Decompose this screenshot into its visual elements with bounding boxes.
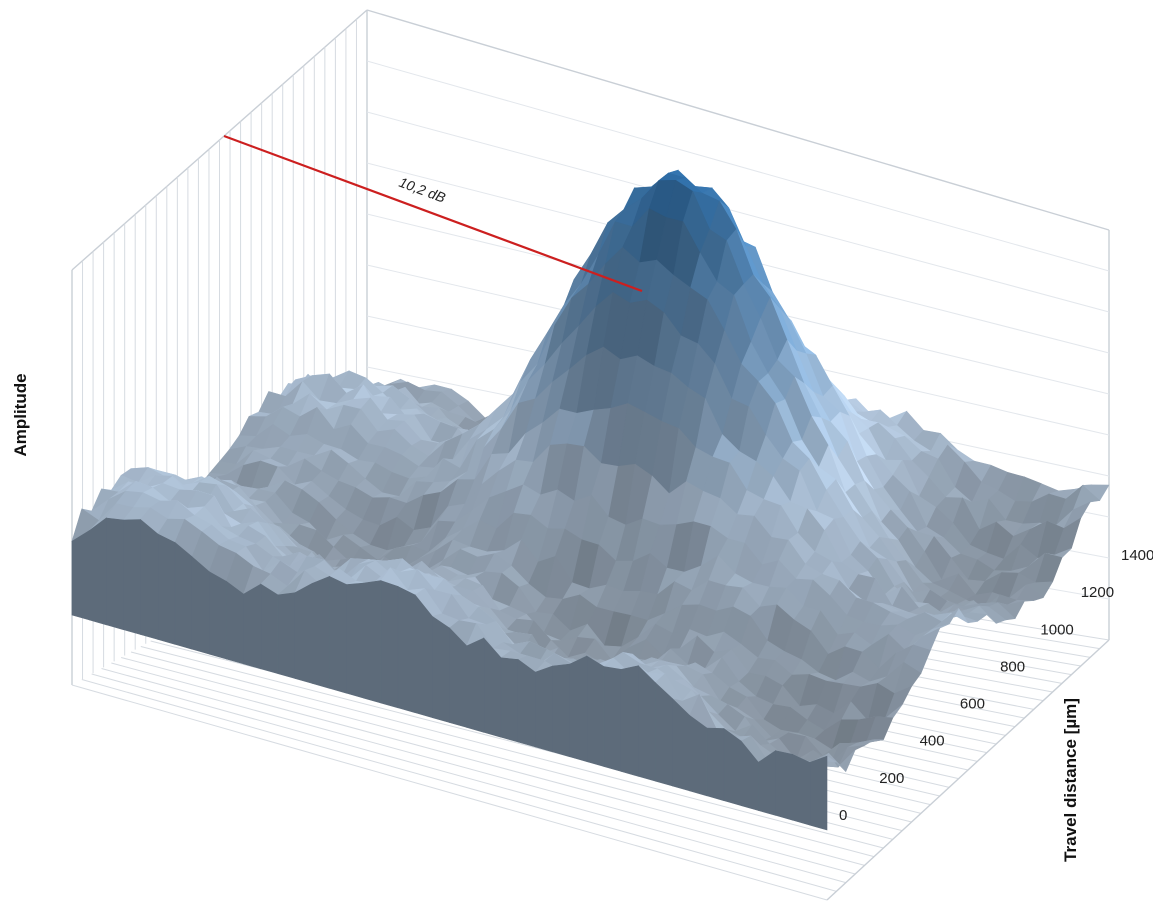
floor-gridline [71,684,828,901]
depth-tick-label: 0 [839,807,847,824]
depth-tick-label: 600 [960,696,985,713]
surface-front-skirt [157,533,176,645]
surface-front-skirt [226,580,244,665]
surface-front-skirt [243,583,262,670]
depth-tick-label: 200 [879,770,904,787]
surface-front-skirt [346,582,365,699]
surface-front-skirt [603,666,622,772]
surface-front-skirt [706,727,725,802]
surface-front-skirt [329,575,347,694]
surface-front-skirt [775,750,794,821]
surface-front-skirt [655,682,673,787]
back-wall-gridline [366,60,1110,272]
surface-front-skirt [311,575,330,689]
surface-front-skirt [586,655,605,767]
surface-front-skirt [260,583,279,674]
annotation-line [223,134,643,293]
annotation-label: 10,2 dB [397,174,448,206]
surface-front-skirt [758,750,776,816]
surface-plot [71,169,1110,831]
surface-front-skirt [466,637,485,733]
surface-front-skirt [123,519,141,635]
depth-tick-label: 1000 [1040,621,1073,638]
surface-front-skirt [397,586,416,714]
depth-tick-label: 1200 [1081,584,1114,601]
surface-front-skirt [552,663,570,758]
floor-gridline [81,679,837,892]
surface-front-skirt [517,658,536,748]
surface-front-skirt [809,755,828,831]
floor-gridline [130,651,884,849]
surface-front-skirt [672,698,691,792]
surface-front-skirt [140,518,159,640]
back-wall-gridline [366,111,1110,313]
floor-gridline [91,673,846,884]
floor-right-edge [826,639,1110,901]
depth-tick-label: 800 [1000,658,1025,675]
surface-front-skirt [534,665,553,753]
surface-front-skirt [637,664,656,782]
surface-front-skirt [792,753,811,826]
surface-front-skirt [71,530,90,621]
surface-front-skirt [88,517,107,626]
depth-tick-label: 400 [920,733,945,750]
surface-front-skirt [569,655,588,762]
surface-front-skirt [106,517,124,631]
surface-front-skirt [277,592,296,679]
surface-front-skirt [620,665,639,777]
depth-axis-ticks: 0 200 400 600 800 1000 1200 1400 [839,547,1153,824]
surface-front-skirt [449,627,468,728]
surface-front-skirt [500,657,519,743]
floor-gridline [111,662,865,866]
floor-gridline [101,668,856,875]
surface-front-skirt [209,571,227,660]
depth-axis-title: Travel distance [µm] [1061,698,1080,862]
back-wall-top-edge [366,9,1110,231]
depth-tick-label: 1400 [1121,547,1153,564]
surface-front-skirt [174,541,193,650]
surface-front-skirt [723,728,742,806]
surface-front-skirt [414,594,433,718]
y-axis-title: Amplitude [11,373,30,456]
surface-front-skirt [380,580,399,709]
surface-front-skirt [689,714,708,797]
surface-front-skirt [191,556,210,655]
surface-front-skirt [431,615,450,723]
surface-front-skirt [363,580,382,704]
floor-gridline [121,657,875,858]
surface-front-skirt [294,582,313,684]
